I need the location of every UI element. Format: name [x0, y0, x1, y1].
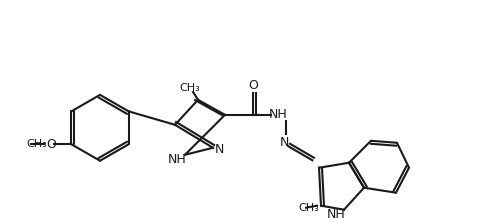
- Text: NH: NH: [327, 208, 346, 221]
- Text: CH₃: CH₃: [298, 203, 319, 213]
- Text: N: N: [214, 143, 224, 156]
- Text: N: N: [279, 136, 289, 149]
- Text: CH₃: CH₃: [26, 139, 47, 149]
- Text: CH₃: CH₃: [180, 83, 200, 93]
- Text: O: O: [248, 79, 258, 92]
- Text: NH: NH: [269, 108, 287, 121]
- Text: NH: NH: [168, 153, 186, 166]
- Text: O: O: [47, 138, 56, 151]
